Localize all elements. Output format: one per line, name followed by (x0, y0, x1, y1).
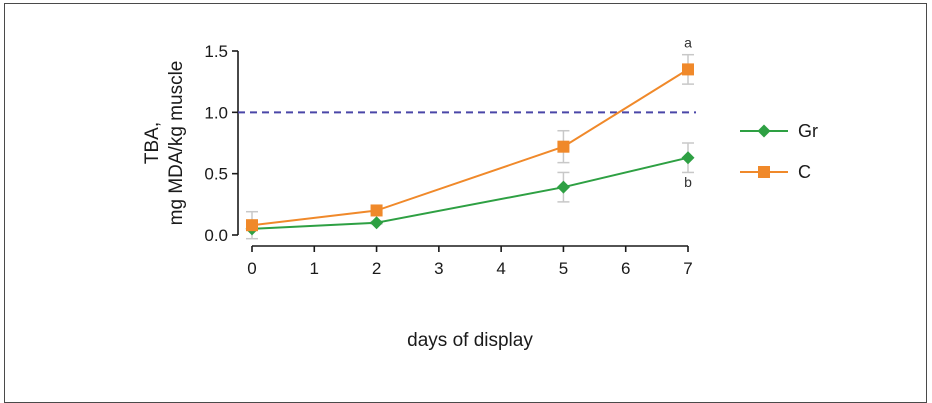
y-tick-label: 1.0 (204, 103, 228, 122)
legend-marker (758, 166, 770, 178)
data-point-c (370, 204, 383, 217)
series-line-gr (251, 156, 689, 230)
legend-label: Gr (798, 121, 818, 141)
x-tick-label: 7 (683, 259, 692, 278)
y-tick-label: 1.5 (204, 42, 228, 61)
significance-label: a (684, 34, 692, 50)
legend-item-c: C (740, 162, 811, 182)
x-tick-label: 0 (247, 259, 256, 278)
x-tick-label: 2 (372, 259, 381, 278)
legend-label: C (798, 162, 811, 182)
x-axis-title: days of display (407, 330, 533, 351)
data-point-gr (370, 216, 384, 230)
line-chart: 0.0 0.5 1.0 1.5 0 1 2 3 4 5 6 7 days of display TBA, m… (142, 34, 818, 351)
y-axis-title-line1: TBA, (142, 122, 163, 164)
data-point-c (682, 63, 694, 76)
y-tick-label: 0.5 (204, 165, 228, 184)
legend-item-gr: Gr (740, 121, 818, 141)
significance-label: b (684, 174, 692, 190)
data-point-c (557, 140, 570, 153)
data-point-c (246, 219, 258, 232)
y-axis-title-line2: mg MDA/kg muscle (166, 61, 187, 226)
x-tick-label: 1 (310, 259, 319, 278)
data-point-gr (681, 151, 695, 165)
x-tick-label: 5 (559, 259, 568, 278)
x-tick-label: 4 (496, 259, 505, 278)
x-tick-label: 3 (434, 259, 443, 278)
x-tick-label: 6 (621, 259, 630, 278)
series-line-c (251, 68, 689, 227)
y-tick-label: 0.0 (204, 226, 228, 245)
legend-marker (757, 124, 771, 138)
data-point-gr (556, 180, 570, 194)
